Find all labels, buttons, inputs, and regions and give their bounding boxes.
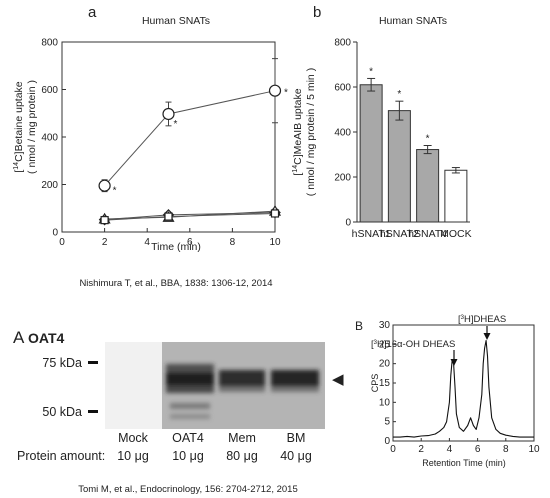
- panel-a: a Human SNATs [14C]Betaine uptake ( nmol…: [13, 4, 288, 253]
- panel-B-ytick-label: 15: [379, 378, 391, 389]
- panel-a-xtick-label: 4: [144, 237, 150, 248]
- panel-b-significance-star: *: [426, 134, 430, 145]
- panel-b-bar-mock: [444, 169, 468, 223]
- panel-a-ylabel-line2: ( nmol / mg protein ): [26, 80, 38, 174]
- panel-a-significance-star: *: [174, 119, 178, 130]
- panel-b-ylabel-line2: ( nmol / mg protein / 5 min ): [305, 68, 317, 196]
- protein-amount-mock: 10 μg: [117, 449, 149, 463]
- panel-a-xlabel: Time (min): [151, 241, 201, 253]
- panel-a-point-circle: [268, 84, 282, 97]
- lane-label-mock: Mock: [118, 431, 149, 445]
- panel-B-xtick-label: 4: [447, 444, 453, 455]
- panel-B-ytick-label: 30: [379, 320, 391, 331]
- panel-B-xtick-label: 10: [528, 444, 540, 455]
- protein-amount-label: Protein amount:: [17, 449, 105, 463]
- panel-b-significance-star: *: [369, 66, 373, 77]
- panel-B-ytick-label: 20: [379, 359, 391, 370]
- panel-b-category-label: MOCK: [440, 228, 472, 240]
- panel-b-ylabel-line1: [14C]MeAIB uptake: [292, 88, 304, 175]
- panel-B-xtick-label: 6: [475, 444, 481, 455]
- protein-amount-bm: 40 μg: [280, 449, 312, 463]
- marker-50-dash: [88, 410, 98, 413]
- lane-label-mem: Mem: [228, 431, 256, 445]
- panel-a-series-line-circle: [104, 90, 276, 187]
- marker-75-kda: 75 kDa: [42, 356, 82, 370]
- panel-b-bar-hsnat1: [359, 84, 383, 223]
- protein-amount-mem: 80 μg: [226, 449, 258, 463]
- blot-bands: [166, 364, 319, 419]
- protein-amount-oat4: 10 μg: [172, 449, 204, 463]
- panel-B-trace: [393, 339, 534, 438]
- panel-a-xtick-label: 8: [230, 237, 236, 248]
- panel-a-ytick-label: 200: [41, 180, 58, 191]
- marker-50-kda: 50 kDa: [42, 405, 82, 419]
- panel-B-chromatogram: B CPS Retention Time (min) [3H]16α-OH DH…: [355, 314, 540, 468]
- panel-b-ytick-label: 0: [345, 218, 351, 229]
- panel-B-ylabel: CPS: [370, 374, 380, 393]
- panel-b-significance-star: *: [397, 89, 401, 100]
- panel-b-category-label: hSNAT4: [408, 228, 447, 240]
- panel-a-xtick-label: 0: [59, 237, 65, 248]
- lane-label-bm: BM: [287, 431, 306, 445]
- panel-b-ytick-label: 200: [334, 173, 351, 184]
- blot-lane-mock: [105, 342, 162, 429]
- panel-B-ytick-label: 10: [379, 397, 391, 408]
- panel-B-xtick-label: 8: [503, 444, 509, 455]
- panel-A-title: OAT4: [28, 330, 65, 346]
- panel-b-category-label: hSNAT2: [380, 228, 419, 240]
- panel-B-ytick-label: 0: [384, 436, 390, 447]
- panel-A-letter: A: [13, 328, 25, 347]
- panel-a-significance-star: *: [113, 186, 117, 197]
- panel-a-point-square: [100, 216, 109, 225]
- panel-a-letter: a: [88, 4, 97, 21]
- panel-a-point-circle: [98, 179, 111, 192]
- panel-A-blot: A OAT4 75 kDa 50 kDa ◀: [13, 328, 344, 463]
- panel-B-ytick-label: 5: [384, 417, 390, 428]
- panel-b-bar-hsnat2: [387, 110, 411, 223]
- citation-top: Nishimura T, et al., BBA, 1838: 1306-12,…: [79, 278, 272, 289]
- panel-a-ytick-label: 800: [41, 38, 58, 49]
- panel-b-ytick-label: 600: [334, 83, 351, 94]
- peak2-arrow-icon: [483, 333, 491, 340]
- panel-a-xtick-label: 2: [102, 237, 108, 248]
- panel-B-xtick-label: 0: [390, 444, 396, 455]
- panel-a-point-circle: [162, 107, 175, 121]
- panel-a-point-square: [164, 212, 173, 221]
- panel-a-significance-star: *: [284, 88, 288, 99]
- peak-label-dheas: [3H]DHEAS: [458, 314, 506, 325]
- panel-a-frame: [61, 41, 276, 233]
- panel-a-point-square: [270, 209, 280, 218]
- lane-label-oat4: OAT4: [172, 431, 204, 445]
- peak-label-16a-oh-dheas: [3H]16α-OH DHEAS: [371, 339, 455, 350]
- marker-75-dash: [88, 361, 98, 364]
- panel-b-ytick-label: 800: [334, 38, 351, 49]
- panel-a-ytick-label: 0: [52, 228, 58, 239]
- panel-a-ytick-label: 400: [41, 133, 58, 144]
- panel-B-ytick-label: 25: [379, 339, 391, 350]
- panel-b-bar-hsnat4: [416, 149, 440, 223]
- panel-a-xtick-label: 10: [269, 237, 281, 248]
- panel-b: b Human SNATs [14C]MeAIB uptake ( nmol /…: [292, 4, 472, 240]
- panel-b-category-label: hSNAT1: [352, 228, 391, 240]
- panel-a-ytick-label: 600: [41, 85, 58, 96]
- panel-b-title: Human SNATs: [379, 15, 447, 27]
- panel-a-xtick-label: 6: [187, 237, 193, 248]
- panel-a-ylabel-line1: [14C]Betaine uptake: [13, 81, 25, 172]
- panel-b-letter: b: [313, 4, 321, 21]
- panel-B-xlabel: Retention Time (min): [422, 458, 506, 468]
- panel-b-ytick-label: 400: [334, 128, 351, 139]
- citation-bottom: Tomi M, et al., Endocrinology, 156: 2704…: [78, 484, 298, 495]
- band-arrow-icon: ◀: [332, 371, 344, 388]
- panel-B-letter: B: [355, 319, 363, 333]
- panel-a-title: Human SNATs: [142, 15, 210, 27]
- panel-B-xtick-label: 2: [418, 444, 424, 455]
